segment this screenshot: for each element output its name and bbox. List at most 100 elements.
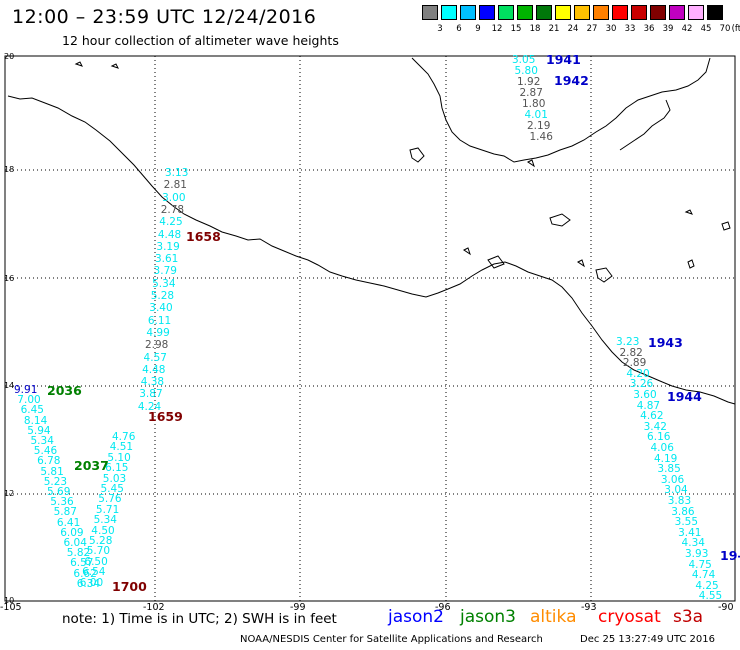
wave-height-value: 5.87 — [53, 506, 77, 519]
wave-height-value: 3.60 — [633, 389, 657, 401]
wave-height-value: 4.25 — [695, 579, 719, 592]
wave-height-value: 5.81 — [40, 465, 64, 478]
gulf-coastline — [411, 57, 711, 163]
color-scale-swatch — [631, 5, 647, 20]
wave-height-value: 2.87 — [519, 87, 543, 99]
wave-height-value: 3.83 — [667, 495, 692, 507]
wave-height-value: 6.54 — [82, 566, 106, 579]
wave-height-value: 2.19 — [527, 120, 551, 132]
legend-jason2: jason2 — [388, 607, 444, 627]
lon-label-99: -99 — [290, 602, 306, 613]
color-scale-swatch — [479, 5, 495, 20]
wave-height-value: 5.23 — [43, 475, 68, 488]
wave-height-value: 4.55 — [698, 590, 723, 603]
wave-height-value: 6.50 — [84, 555, 108, 568]
wave-height-value: 4.48 — [157, 228, 182, 241]
wave-height-value: 3.19 — [156, 240, 180, 253]
wave-height-value: 4.48 — [142, 363, 166, 376]
wave-height-value: 4.99 — [146, 326, 170, 339]
wave-height-value: 3.61 — [154, 253, 179, 266]
wave-height-value: 6.09 — [60, 526, 84, 539]
legend-altika: altika — [530, 607, 577, 627]
color-scale-label: 24 — [567, 24, 579, 34]
wave-height-value: 5.28 — [89, 535, 113, 547]
color-scale-swatch — [498, 5, 514, 20]
color-scale-swatch — [612, 5, 628, 20]
generated-timestamp: Dec 25 13:27:49 UTC 2016 — [580, 634, 715, 645]
wave-height-value: 6.16 — [647, 431, 671, 444]
color-scale-swatch — [441, 5, 457, 20]
units-note: note: 1) Time is in UTC; 2) SWH is in fe… — [62, 611, 337, 627]
lon-label-105: -105 — [0, 602, 22, 613]
time-label-1658: 1658 — [186, 229, 221, 244]
color-scale-swatch — [555, 5, 571, 20]
color-scale-label: 42 — [681, 24, 693, 34]
wave-height-value: 5.70 — [86, 545, 111, 558]
color-scale-swatch — [707, 5, 723, 20]
lat-label-14: 14 — [4, 381, 15, 390]
wave-height-value: 5.94 — [27, 424, 51, 437]
wave-height-value: 3.93 — [685, 548, 709, 560]
wave-height-value: 3.13 — [165, 167, 189, 179]
color-scale-label: 12 — [491, 24, 503, 34]
map-subtitle: 12 hour collection of altimeter wave hei… — [62, 33, 339, 48]
wave-height-value: 1.46 — [529, 131, 553, 143]
islands — [74, 61, 731, 283]
wave-height-value: 7.00 — [17, 394, 41, 407]
wave-height-value: 4.01 — [524, 109, 548, 121]
wave-height-value: 3.79 — [153, 265, 177, 278]
wave-height-value: 4.20 — [626, 367, 650, 380]
time-label-2037: 2037 — [74, 458, 109, 473]
wave-height-value: 4.50 — [91, 524, 115, 537]
color-scale-swatch — [460, 5, 476, 20]
wave-height-value: 3.23 — [616, 336, 640, 348]
color-scale-label: 6 — [456, 24, 462, 34]
lat-label-12: 12 — [4, 489, 15, 498]
color-scale-swatch — [536, 5, 552, 20]
wave-height-value: 6.15 — [105, 462, 129, 475]
color-scale-label: 39 — [662, 24, 674, 34]
wave-height-value: 5.34 — [30, 435, 54, 447]
wave-height-value: 2.82 — [619, 346, 643, 359]
wave-height-value: 5.46 — [33, 445, 58, 458]
wave-height-value: 6.57 — [70, 557, 94, 570]
wave-height-value: 3.55 — [674, 516, 699, 529]
wave-height-value: 3.40 — [149, 302, 173, 315]
wave-height-value: 4.57 — [143, 351, 167, 364]
color-scale-label: 45 — [700, 24, 712, 34]
color-scale-label: 70 — [719, 24, 731, 34]
wave-height-value: 6.04 — [63, 537, 87, 549]
wave-height-value: 6.45 — [20, 404, 44, 417]
wave-height-value: 2.89 — [622, 357, 647, 370]
wave-height-value: 5.36 — [50, 496, 74, 509]
lat-label-16: 16 — [4, 274, 15, 283]
wave-height-value: 4.62 — [640, 410, 664, 423]
wave-height-value: 6.62 — [73, 567, 97, 580]
wave-height-value: 3.26 — [629, 378, 654, 391]
color-scale-label: 3 — [437, 24, 443, 34]
lon-label-102: -102 — [143, 602, 165, 613]
lon-label-96: -96 — [435, 602, 451, 613]
wave-height-value: 3.00 — [162, 191, 186, 204]
color-scale-swatch — [422, 5, 438, 20]
legend-s3a: s3a — [673, 607, 704, 627]
lat-label-18: 18 — [4, 165, 15, 174]
time-label-2036: 2036 — [47, 383, 82, 398]
color-scale-label: 30 — [605, 24, 617, 34]
color-scale-swatch — [517, 5, 533, 20]
wave-height-value: 6.11 — [147, 314, 172, 327]
wave-height-value: 4.25 — [159, 216, 183, 229]
color-scale-unit: (ft) — [731, 24, 740, 34]
color-scale-label: 33 — [624, 24, 636, 34]
wave-height-value: 6.00 — [79, 576, 104, 589]
color-scale-label: 15 — [510, 24, 522, 34]
color-scale-label: 27 — [586, 24, 598, 34]
lon-label-93: -93 — [581, 602, 597, 613]
time-label-1941: 1941 — [546, 52, 581, 67]
wave-height-value: 4.74 — [691, 569, 716, 582]
lat-label-20: 20 — [4, 52, 15, 61]
color-scale-label: 21 — [548, 24, 560, 34]
color-scale-label: 36 — [643, 24, 655, 34]
wave-height-value: 3.87 — [139, 388, 163, 401]
